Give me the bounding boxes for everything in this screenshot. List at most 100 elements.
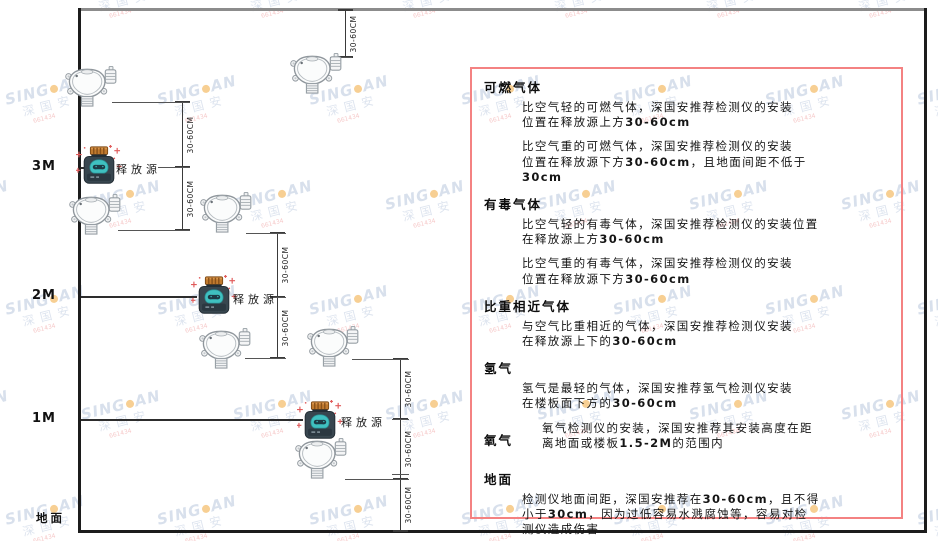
panel-section: 地面 检测仪地面间距，深国安推荐在30-60cm，且不得 小于30cm，因为过低容易… (484, 469, 891, 538)
dimension-extension-line (345, 479, 409, 480)
paragraph-line: 位置在释放源下方30-60cm (522, 272, 891, 287)
panel-section: 可燃气体 比空气轻的可燃气体，深国安推荐检测仪的安装 位置在释放源上方30-60cm… (484, 77, 891, 185)
gas-detector-icon (65, 65, 117, 107)
text-run: 比空气重的有毒气体，深国安推荐检测仪的安装 (522, 256, 793, 271)
dimension-tick (338, 9, 353, 11)
section-heading: 可燃气体 (484, 80, 543, 95)
text-run: 位置在释放源上方 (522, 115, 626, 130)
dimension-tick (393, 358, 408, 360)
release-source-label: 释放源 (116, 163, 161, 176)
dimension-extension-line (158, 167, 190, 168)
section-paragraph: 氧气检测仪的安装，深国安推荐其安装高度在距 离地面或楼板1.5-2M的范围内 (542, 421, 891, 451)
text-run: 测仪造成伤害 (522, 522, 600, 537)
panel-section: 氢气 氢气是最轻的气体，深国安推荐氢气检测仪安装 在楼板面下方的30-60cm (484, 358, 891, 411)
ground-line (78, 530, 927, 533)
release-source-icon (296, 399, 343, 439)
text-run: 位置在释放源下方 (522, 271, 626, 286)
section-paragraph: 与空气比重相近的气体，深国安推荐检测仪安装 在释放源上下的30-60cm (522, 319, 891, 349)
text-run: 30-60cm (702, 492, 768, 507)
text-run: 30cm (522, 169, 563, 184)
text-run: 氧气检测仪的安装，深国安推荐其安装高度在距 (542, 420, 813, 435)
dimension-line (345, 10, 347, 57)
dimension-extension-line (246, 233, 286, 234)
release-source-label: 释放源 (341, 416, 386, 429)
dimension-tick (393, 478, 408, 480)
dimension-extension-line (352, 359, 409, 360)
text-run: 小于 (522, 507, 548, 522)
text-run: 位置在释放源下方 (522, 154, 626, 169)
dimension-tick (393, 418, 408, 420)
text-run: 离地面或楼板 (542, 435, 620, 450)
height-label-3m: 3M (32, 159, 56, 174)
section-paragraph: 比空气轻的有毒气体，深国安推荐检测仪的安装位置 在释放源上方30-60cm (522, 217, 891, 247)
gas-detector-icon (295, 437, 347, 479)
text-run: 在楼板面下方的 (522, 396, 613, 411)
text-run: 比空气轻的有毒气体，深国安推荐检测仪的安装位置 (522, 217, 819, 232)
text-run: 检测仪地面间距，深国安推荐在 (522, 492, 703, 507)
dimension-extension-line (112, 102, 190, 103)
gas-detector (64, 65, 118, 107)
section-heading: 氧气 (484, 432, 514, 448)
panel-section: 有毒气体 比空气轻的有毒气体，深国安推荐检测仪的安装位置 在释放源上方30-60cm… (484, 194, 891, 287)
paragraph-line: 比空气轻的有毒气体，深国安推荐检测仪的安装位置 (522, 217, 891, 232)
text-run: 的范围内 (672, 435, 725, 450)
paragraph-line: 小于30cm，因为过低容易水溅腐蚀等，容易对检 (522, 507, 891, 522)
section-paragraph: 比空气重的可燃气体，深国安推荐检测仪的安装 位置在释放源下方30-60cm，且地面… (522, 139, 891, 185)
height-label-1m: 1M (32, 411, 56, 426)
text-run: ，因为过低容易水溅腐蚀等，容易对检 (588, 507, 808, 522)
dimension-tick (175, 101, 190, 103)
paragraph-line: 在楼板面下方的30-60cm (522, 396, 891, 411)
paragraph-line: 位置在释放源上方30-60cm (522, 115, 891, 130)
text-run: 比空气重的可燃气体，深国安推荐检测仪的安装 (522, 139, 793, 154)
dimension-tick (270, 296, 285, 298)
text-run: 30cm (547, 507, 589, 522)
level-line-1m (81, 419, 303, 421)
gas-detector (294, 437, 348, 479)
text-run: 30-60cm (625, 154, 691, 169)
panel-section: 氧气 氧气检测仪的安装，深国安推荐其安装高度在距 离地面或楼板1.5-2M的范围内 (484, 421, 891, 460)
dimension-label: 30-60CM (186, 116, 195, 154)
paragraph-line: 氧气检测仪的安装，深国安推荐其安装高度在距 (542, 421, 891, 436)
level-line-3m (81, 167, 86, 169)
ceiling-line (78, 8, 927, 11)
gas-detector (289, 52, 343, 94)
gas-detector (68, 193, 122, 235)
dimension-extension-line (272, 297, 286, 298)
paragraph-line: 检测仪地面间距，深国安推荐在30-60cm，且不得 (522, 492, 891, 507)
dimension-line (277, 297, 279, 358)
panel-section: 比重相近气体 与空气比重相近的气体，深国安推荐检测仪安装 在释放源上下的30-60c… (484, 296, 891, 349)
dimension-label: 30-60CM (281, 246, 290, 284)
panel-body: 可燃气体 比空气轻的可燃气体，深国安推荐检测仪的安装 位置在释放源上方30-60cm… (484, 77, 891, 538)
height-label-2m: 2M (32, 288, 56, 303)
dimension-line (400, 479, 402, 531)
paragraph-line: 30cm (522, 170, 891, 185)
text-run: 比空气轻的可燃气体，深国安推荐检测仪的安装 (522, 100, 793, 114)
section-paragraph: 比空气轻的可燃气体，深国安推荐检测仪的安装 位置在释放源上方30-60cm (522, 100, 891, 130)
paragraph-line: 与空气比重相近的气体，深国安推荐检测仪安装 (522, 319, 891, 334)
release-source-label: 释放源 (233, 293, 278, 306)
paragraph-line: 比空气重的可燃气体，深国安推荐检测仪的安装 (522, 139, 891, 154)
text-run: 30-60cm (599, 232, 665, 247)
section-paragraph: 比空气重的有毒气体，深国安推荐检测仪的安装 位置在释放源下方30-60cm (522, 256, 891, 286)
gas-detector (199, 191, 253, 233)
gas-detector (198, 327, 252, 369)
gas-detector-icon (200, 191, 252, 233)
dimension-label: 30-60CM (404, 486, 413, 524)
dimension-line (277, 233, 279, 297)
dimension-extension-line (392, 419, 409, 420)
dimension-tick (338, 56, 353, 58)
text-run: ，且地面间距不低于 (690, 154, 807, 169)
dimension-label: 30-60CM (349, 15, 358, 53)
paragraph-line: 在释放源上方30-60cm (522, 232, 891, 247)
paragraph-line: 比空气轻的可燃气体，深国安推荐检测仪的安装 (522, 100, 891, 115)
release-source (190, 274, 237, 318)
section-heading: 地面 (484, 472, 514, 488)
dimension-extension-line (392, 474, 409, 475)
paragraph-line: 测仪造成伤害 (522, 522, 891, 537)
dimension-line (182, 102, 184, 167)
text-run: 30-60cm (625, 115, 691, 130)
text-run: ，且不得 (768, 492, 820, 507)
gas-detector-icon (290, 52, 342, 94)
dimension-line (400, 359, 402, 419)
paragraph-line: 在释放源上下的30-60cm (522, 334, 891, 349)
